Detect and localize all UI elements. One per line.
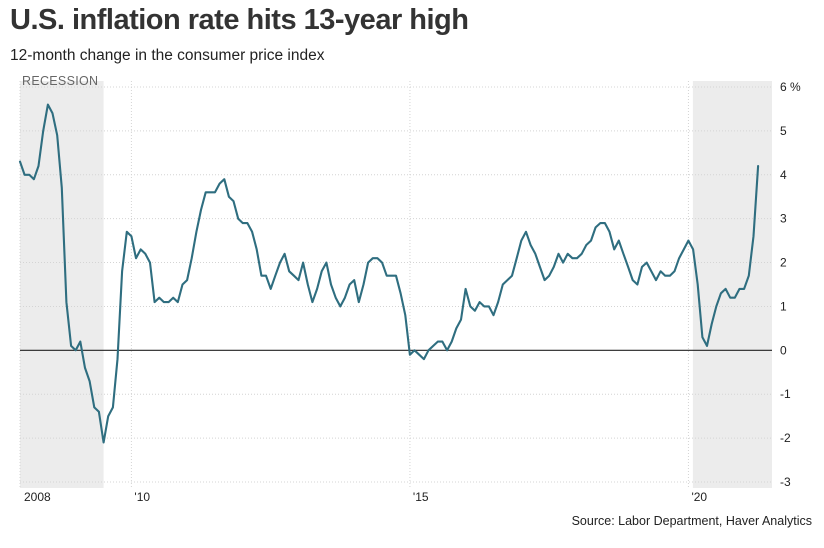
chart-title: U.S. inflation rate hits 13-year high bbox=[10, 4, 469, 36]
x-tick-label: 2008 bbox=[24, 490, 51, 504]
y-tick-label: 1 bbox=[780, 299, 787, 313]
x-tick-label: '20 bbox=[691, 490, 707, 504]
y-tick-label: 4 bbox=[780, 168, 787, 182]
gridlines bbox=[19, 81, 772, 488]
x-tick-label: '10 bbox=[134, 490, 150, 504]
y-tick-label: 5 bbox=[780, 124, 787, 138]
y-tick-label: 0 bbox=[780, 343, 787, 357]
y-tick-label: -3 bbox=[780, 475, 791, 489]
recession-band-0 bbox=[20, 81, 104, 488]
cpi-line bbox=[18, 103, 760, 444]
recession-label: RECESSION bbox=[22, 74, 98, 88]
recession-bands bbox=[20, 81, 772, 488]
y-tick-label: 3 bbox=[780, 212, 787, 226]
cpi-series bbox=[18, 103, 760, 444]
y-tick-label: 6 % bbox=[780, 80, 801, 94]
recession-band-1 bbox=[692, 81, 772, 488]
y-tick-label: -2 bbox=[780, 431, 791, 445]
y-tick-label: -1 bbox=[780, 387, 791, 401]
y-tick-label: 2 bbox=[780, 256, 787, 270]
chart-source: Source: Labor Department, Haver Analytic… bbox=[571, 514, 812, 528]
x-tick-label: '15 bbox=[413, 490, 429, 504]
x-axis-tick-labels: 2008 '10 '15 '20 bbox=[24, 490, 707, 504]
y-axis-tick-labels: -3 -2 -1 0 1 2 3 4 5 6 % bbox=[780, 80, 801, 489]
chart-subtitle: 12-month change in the consumer price in… bbox=[10, 47, 325, 64]
